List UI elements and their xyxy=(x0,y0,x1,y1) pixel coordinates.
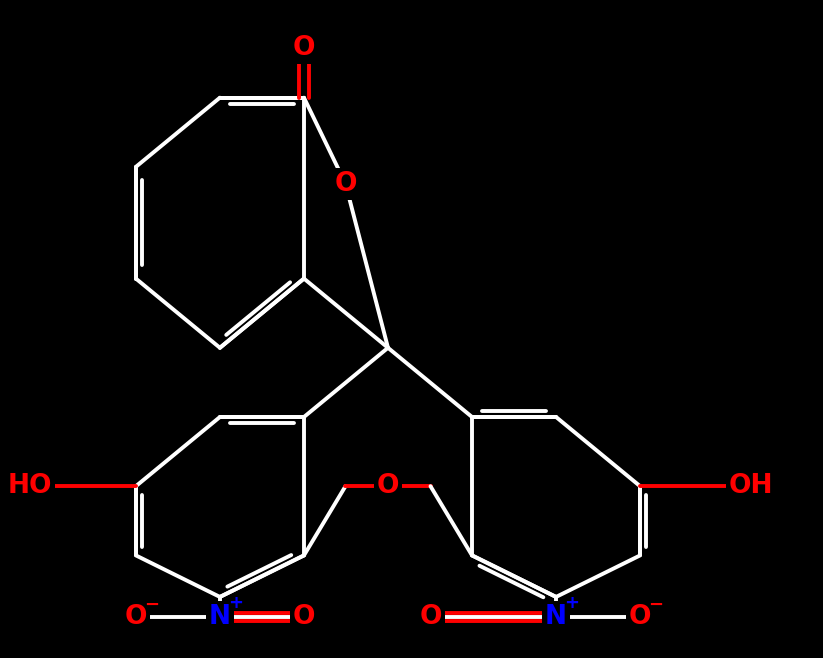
Text: O: O xyxy=(419,603,442,630)
Text: O: O xyxy=(629,603,651,630)
Text: O: O xyxy=(293,36,315,61)
Text: HO: HO xyxy=(7,473,52,499)
Text: N: N xyxy=(209,603,231,630)
Text: N: N xyxy=(545,603,567,630)
Text: −: − xyxy=(649,596,663,614)
Text: O: O xyxy=(334,170,356,197)
Text: OH: OH xyxy=(729,473,774,499)
Text: −: − xyxy=(144,596,160,614)
Text: +: + xyxy=(565,594,579,612)
Text: O: O xyxy=(124,603,147,630)
Text: O: O xyxy=(293,603,315,630)
Text: O: O xyxy=(377,473,399,499)
Text: +: + xyxy=(228,594,244,612)
